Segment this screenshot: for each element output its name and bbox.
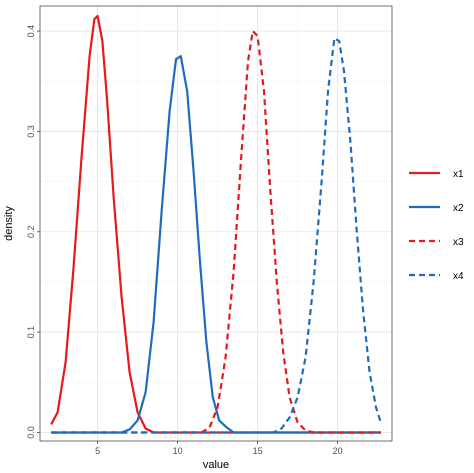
y-tick-label: 0.2 [26,226,36,239]
y-tick-label: 0.4 [26,25,36,38]
y-tick-label: 0.1 [26,326,36,339]
x-tick-label: 5 [95,446,100,456]
y-tick-label: 0.3 [26,125,36,138]
legend-label-x1: x1 [453,169,464,180]
legend-label-x3: x3 [453,237,464,248]
x-tick-label: 10 [173,446,183,456]
x-tick-label: 20 [333,446,343,456]
series-line-x2 [51,55,381,434]
legend: x1 x2 x3 x4 [409,169,464,282]
series-lines [50,14,382,434]
grid [40,6,392,441]
legend-label-x2: x2 [453,203,464,214]
x-axis-ticks: 5 10 15 20 [95,441,343,456]
y-axis-ticks: 0.0 0.1 0.2 0.3 0.4 [26,25,40,439]
panel-border [39,5,393,442]
x-axis-title: value [203,459,229,471]
series-line-x1 [50,14,381,434]
series-line-x3 [51,29,381,434]
y-axis-title: density [3,206,15,241]
series-line-x4 [51,37,382,434]
y-tick-label: 0.0 [26,426,36,439]
x-tick-label: 15 [253,446,263,456]
legend-label-x4: x4 [453,271,464,282]
